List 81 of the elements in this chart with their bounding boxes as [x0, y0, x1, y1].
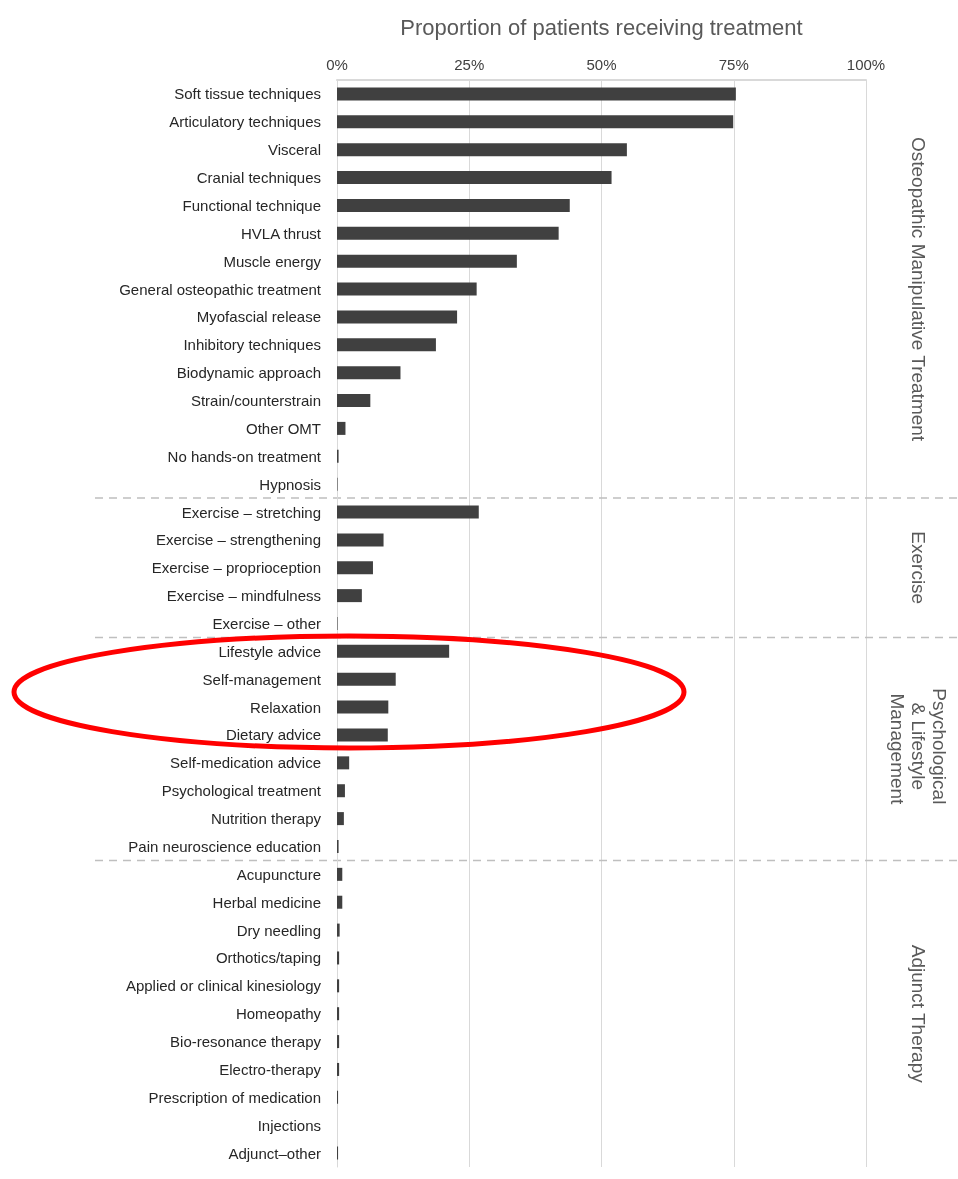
text: Osteopathic Manipulative Treatment	[907, 136, 929, 442]
text: Adjunct Therapy	[907, 944, 929, 1084]
bar	[337, 561, 373, 575]
x-axis-title: Proportion of patients receiving treatment	[400, 14, 803, 40]
y-tick-label: Injections	[257, 1116, 321, 1134]
y-tick-label: Nutrition therapy	[210, 810, 322, 828]
y-tick-label: Self-management	[202, 670, 322, 688]
bar	[337, 533, 384, 547]
text: Psychological & Lifestyle Management	[886, 688, 950, 810]
y-tick-label: Herbal medicine	[212, 893, 321, 911]
bar	[337, 1035, 340, 1049]
bar	[337, 310, 458, 324]
bar	[337, 589, 362, 603]
bar	[337, 143, 627, 157]
y-tick-label: Biodynamic approach	[176, 364, 321, 382]
bar	[337, 812, 344, 826]
y-tick-label: Hypnosis	[259, 475, 321, 493]
y-tick-label: Exercise – stretching	[181, 503, 321, 521]
y-tick-label: Orthotics/taping	[215, 949, 321, 967]
y-tick-label: Psychological treatment	[161, 782, 322, 800]
bar	[337, 366, 401, 380]
bar	[337, 421, 346, 435]
x-tick-label: 75%	[718, 56, 749, 73]
y-tick-label: General osteopathic treatment	[119, 280, 322, 298]
y-tick-label: Lifestyle advice	[218, 642, 321, 660]
bar	[337, 282, 477, 296]
bar	[337, 87, 736, 101]
bar	[337, 338, 436, 352]
y-tick-label: Homeopathy	[235, 1005, 322, 1023]
bar	[337, 171, 612, 185]
bar	[337, 644, 450, 658]
bar	[337, 1062, 340, 1076]
y-tick-label: No hands-on treatment	[167, 447, 322, 465]
bar	[337, 198, 570, 212]
y-tick-label: Cranial techniques	[196, 169, 321, 187]
y-tick-label: Exercise – proprioception	[151, 559, 321, 577]
bar	[337, 895, 343, 909]
bar	[337, 505, 479, 519]
y-tick-label: Dry needling	[236, 921, 321, 939]
bar	[337, 867, 343, 881]
bar	[337, 784, 345, 798]
y-tick-label: Relaxation	[250, 698, 321, 716]
bar	[337, 1007, 340, 1021]
y-tick-label: Exercise – other	[212, 615, 321, 632]
bar	[337, 115, 734, 129]
bar	[337, 226, 559, 240]
y-tick-label: Dietary advice	[225, 726, 321, 744]
y-tick-label: Adjunct–other	[228, 1144, 321, 1162]
y-tick-label: Applied or clinical kinesiology	[125, 977, 322, 995]
y-tick-label: Inhibitory techniques	[183, 336, 321, 354]
y-tick-label: Articulatory techniques	[169, 113, 321, 131]
bar	[337, 394, 371, 408]
y-tick-label: HVLA thrust	[240, 224, 322, 242]
y-tick-label: Prescription of medication	[148, 1088, 321, 1106]
bar	[337, 979, 340, 993]
bar	[337, 728, 388, 742]
bar	[337, 951, 340, 965]
bar	[337, 254, 517, 268]
y-tick-label: Exercise – strengthening	[155, 531, 321, 549]
y-tick-label: Muscle energy	[223, 252, 322, 270]
x-tick-label: 50%	[586, 56, 617, 73]
x-tick-label: 100%	[846, 56, 886, 73]
y-tick-label: Electro-therapy	[219, 1060, 322, 1078]
x-tick-label: 25%	[454, 56, 485, 73]
bar	[337, 700, 389, 714]
text: Exercise	[907, 531, 929, 605]
y-tick-label: Pain neuroscience education	[128, 837, 321, 855]
y-tick-label: Strain/counterstrain	[190, 392, 321, 410]
bar	[337, 672, 396, 686]
y-tick-label: Myofascial release	[196, 308, 321, 326]
bar	[337, 923, 340, 937]
y-tick-label: Self-medication advice	[170, 754, 321, 772]
y-tick-label: Functional technique	[182, 196, 321, 214]
y-tick-label: Soft tissue techniques	[174, 85, 321, 103]
y-tick-label: Exercise – mindfulness	[166, 587, 321, 605]
y-tick-label: Bio-resonance therapy	[170, 1033, 322, 1051]
bar	[337, 756, 350, 770]
y-tick-label: Other OMT	[245, 419, 321, 437]
x-tick-label: 0%	[326, 56, 348, 73]
y-tick-label: Acupuncture	[236, 865, 321, 883]
y-tick-label: Visceral	[267, 141, 321, 159]
